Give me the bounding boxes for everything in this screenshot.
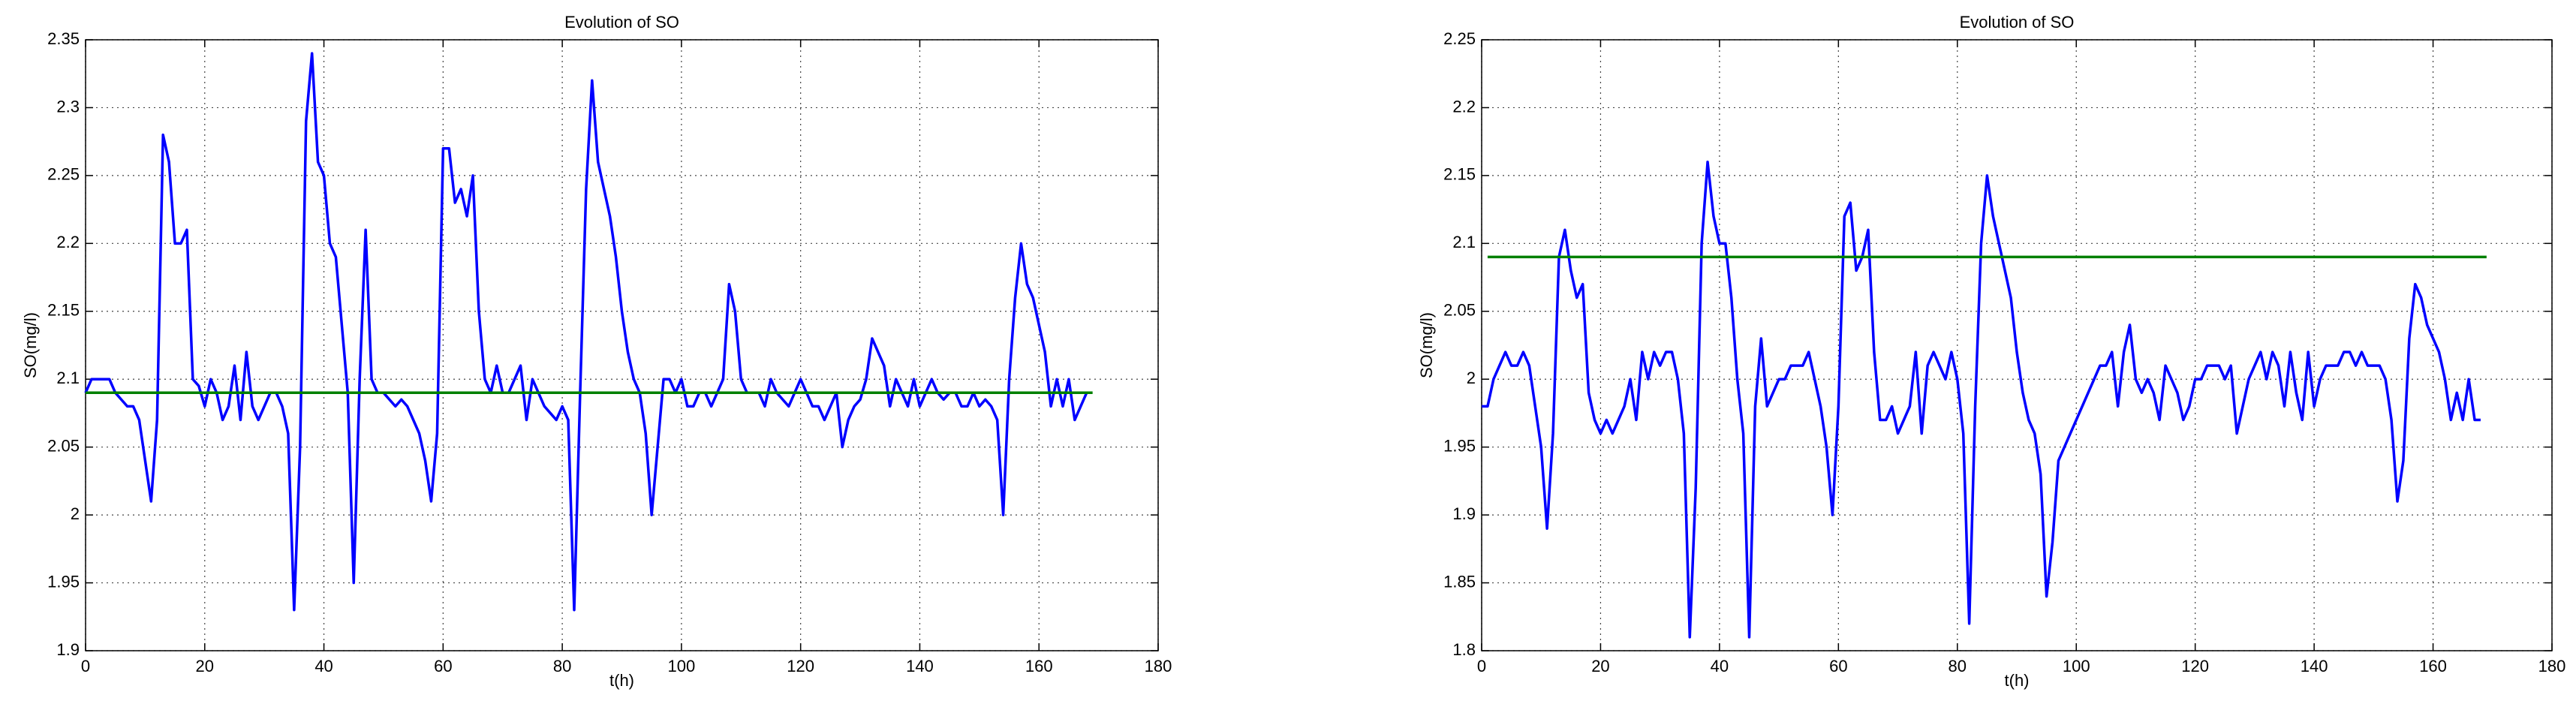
y-tick-label: 1.8 — [1452, 640, 1476, 659]
x-tick-label: 100 — [2063, 657, 2090, 675]
x-tick-label: 60 — [1829, 657, 1847, 675]
y-tick-label: 2.15 — [47, 301, 80, 320]
x-axis-label: t(h) — [609, 671, 634, 690]
x-tick-label: 120 — [2181, 657, 2209, 675]
y-tick-label: 2.05 — [1443, 301, 1476, 320]
chart-title: Evolution of SO — [1960, 13, 2075, 32]
data-line — [1482, 161, 2481, 639]
y-tick-label: 2 — [1467, 369, 1476, 387]
x-tick-label: 160 — [2419, 657, 2447, 675]
x-tick-label: 100 — [668, 657, 696, 675]
x-tick-label: 160 — [1025, 657, 1053, 675]
x-tick-label: 120 — [787, 657, 814, 675]
y-tick-label: 2.3 — [56, 97, 80, 116]
x-tick-label: 0 — [1477, 657, 1486, 675]
y-tick-label: 2.2 — [56, 233, 80, 251]
x-tick-label: 180 — [2538, 657, 2566, 675]
y-tick-label: 2.1 — [1452, 233, 1476, 251]
plot-frame — [1481, 39, 2553, 651]
x-tick-label: 180 — [1145, 657, 1172, 675]
x-tick-label: 40 — [314, 657, 333, 675]
x-tick-label: 80 — [553, 657, 571, 675]
x-tick-label: 140 — [2301, 657, 2328, 675]
y-tick-label: 2.15 — [1443, 165, 1476, 184]
y-tick-label: 2.25 — [47, 165, 80, 184]
y-tick-label: 2.25 — [1443, 29, 1476, 48]
y-tick-label: 2.05 — [47, 436, 80, 455]
y-tick-label: 2.35 — [47, 29, 80, 48]
plot-frame — [85, 39, 1159, 651]
x-axis-label: t(h) — [2005, 671, 2030, 690]
y-tick-label: 1.9 — [56, 640, 80, 659]
data-line — [84, 52, 1088, 612]
y-tick-label: 2.2 — [1452, 97, 1476, 116]
x-tick-label: 140 — [906, 657, 934, 675]
y-axis-label: SO(mg/l) — [21, 312, 40, 378]
x-tick-label: 0 — [81, 657, 90, 675]
chart-title: Evolution of SO — [564, 13, 679, 32]
y-tick-label: 2 — [71, 504, 80, 523]
x-tick-label: 80 — [1949, 657, 1967, 675]
x-tick-label: 40 — [1711, 657, 1729, 675]
x-tick-label: 20 — [196, 657, 214, 675]
y-tick-label: 2.1 — [56, 369, 80, 387]
y-tick-label: 1.95 — [47, 572, 80, 591]
y-tick-label: 1.95 — [1443, 436, 1476, 455]
x-tick-label: 20 — [1591, 657, 1609, 675]
y-tick-label: 1.85 — [1443, 572, 1476, 591]
y-tick-label: 1.9 — [1452, 504, 1476, 523]
y-axis-label: SO(mg/l) — [1417, 312, 1436, 378]
x-tick-label: 60 — [434, 657, 452, 675]
